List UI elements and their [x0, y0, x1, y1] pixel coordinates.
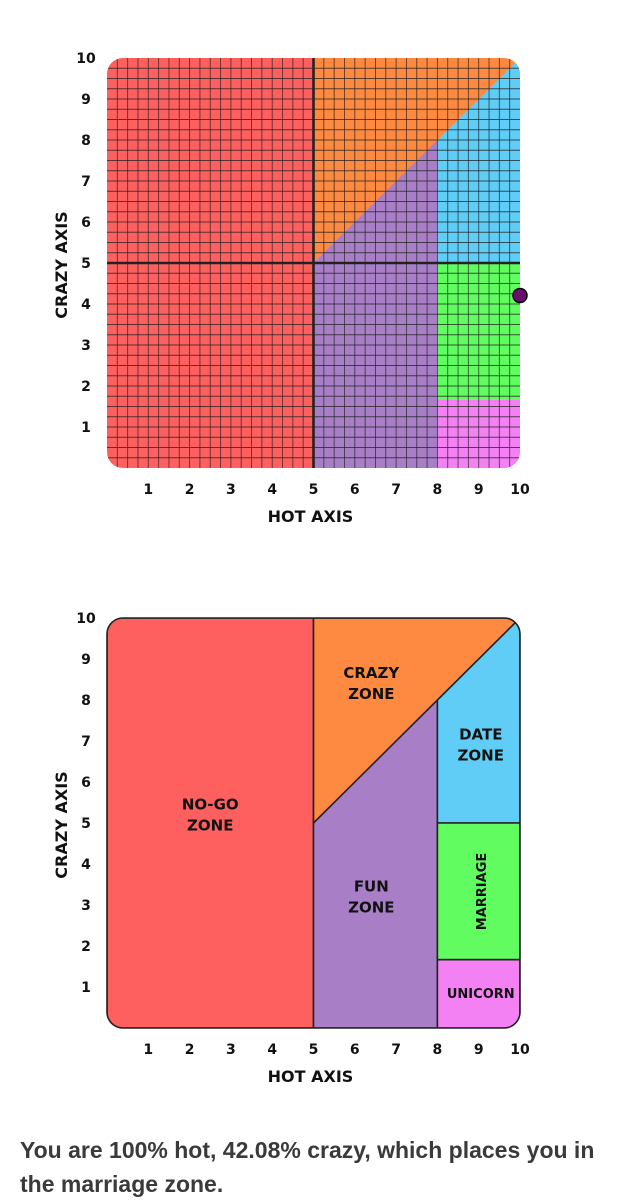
grid-chart-x-tick-5: 5	[309, 482, 319, 498]
zones-chart-border	[106, 617, 521, 1029]
grid-chart-x-tick-8: 8	[433, 482, 443, 498]
grid-chart-x-tick-6: 6	[350, 482, 360, 498]
zones-chart-x-tick-10: 10	[510, 1042, 530, 1058]
grid-chart-x-axis-title: HOT AXIS	[268, 507, 354, 526]
zones-chart-x-tick-3: 3	[226, 1042, 236, 1058]
grid-chart-x-tick-1: 1	[143, 482, 153, 498]
zone-label-fun-line-2: ZONE	[348, 898, 394, 916]
zones-chart-x-tick-5: 5	[309, 1042, 319, 1058]
grid-chart-y-tick-1: 1	[81, 420, 91, 436]
grid-chart-y-tick-4: 4	[81, 297, 91, 313]
zones-chart-y-tick-10: 10	[76, 611, 96, 627]
zones-chart-y-tick-8: 8	[81, 693, 91, 709]
hot-crazy-grid-chart: 1 2 3 4 5 6 7 8 9 10 1 2 3 4 5 6 7 8 9 10 HOT AXIS CRAZY AXIS	[52, 51, 530, 526]
grid-chart-plot-area	[107, 58, 520, 468]
grid-chart-x-tick-4: 4	[267, 482, 277, 498]
grid-chart-y-tick-10: 10	[76, 51, 96, 67]
zone-label-date-line-1: DATE	[459, 726, 502, 744]
grid-chart-y-tick-2: 2	[81, 379, 91, 395]
zone-label-no_go-line-2: ZONE	[187, 816, 233, 834]
grid-chart-x-tick-2: 2	[185, 482, 195, 498]
zones-chart-y-tick-9: 9	[81, 652, 91, 668]
zones-chart-y-tick-4: 4	[81, 857, 91, 873]
grid-chart-x-tick-10: 10	[510, 482, 530, 498]
zone-label-no_go-line-1: NO-GO	[182, 795, 239, 813]
zones-chart-x-tick-6: 6	[350, 1042, 360, 1058]
zone-label-unicorn-line-1: UNICORN	[447, 987, 515, 1002]
grid-chart-y-tick-3: 3	[81, 338, 91, 354]
zone-no_go	[107, 618, 315, 1028]
grid-chart-x-tick-7: 7	[391, 482, 401, 498]
zones-chart-y-tick-1: 1	[81, 980, 91, 996]
zones-chart-y-tick-5: 5	[81, 816, 91, 832]
zones-chart-y-tick-3: 3	[81, 898, 91, 914]
grid-chart-y-axis-title: CRAZY AXIS	[52, 211, 71, 318]
grid-chart-y-tick-8: 8	[81, 133, 91, 149]
zone-label-date-line-2: ZONE	[458, 747, 504, 765]
zones-chart-y-axis-title: CRAZY AXIS	[52, 771, 71, 878]
zones-chart-x-tick-4: 4	[267, 1042, 277, 1058]
zones-chart-x-tick-7: 7	[391, 1042, 401, 1058]
zone-label-marriage: MARRIAGE	[475, 853, 490, 930]
zone-label-crazy-line-2: ZONE	[348, 685, 394, 703]
zones-chart-x-axis-title: HOT AXIS	[268, 1067, 354, 1086]
zone-unicorn	[436, 958, 520, 1028]
result-text: You are 100% hot, 42.08% crazy, which pl…	[20, 1137, 595, 1197]
zone-label-crazy-line-1: CRAZY	[343, 664, 400, 682]
zones-chart-x-tick-1: 1	[143, 1042, 153, 1058]
grid-chart-x-tick-9: 9	[474, 482, 484, 498]
grid-chart-y-tick-6: 6	[81, 215, 91, 231]
zones-chart-x-tick-2: 2	[185, 1042, 195, 1058]
grid-chart-y-tick-5: 5	[81, 256, 91, 272]
grid-chart-y-tick-7: 7	[81, 174, 91, 190]
zones-chart-y-tick-7: 7	[81, 734, 91, 750]
zones-chart-x-tick-9: 9	[474, 1042, 484, 1058]
zone-label-fun-line-1: FUN	[354, 877, 389, 895]
zones-chart-plot-area	[107, 618, 520, 1028]
zones-chart-x-tick-8: 8	[433, 1042, 443, 1058]
grid-chart-y-tick-9: 9	[81, 92, 91, 108]
result-marker	[512, 287, 528, 304]
zones-chart-y-tick-6: 6	[81, 775, 91, 791]
grid-chart-x-tick-3: 3	[226, 482, 236, 498]
zones-chart-y-tick-2: 2	[81, 939, 91, 955]
hot-crazy-zones-chart: NO-GO ZONE CRAZY ZONE FUN ZONE DATE ZONE MARRIAG…	[52, 611, 530, 1086]
